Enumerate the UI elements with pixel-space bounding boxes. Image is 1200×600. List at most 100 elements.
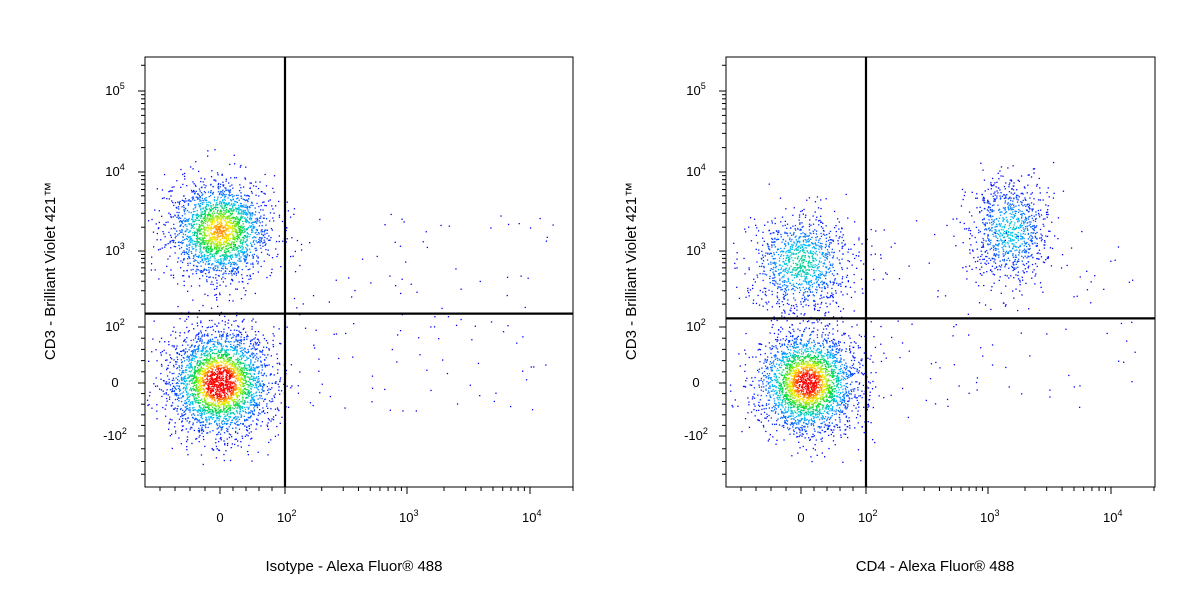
event-dot — [246, 384, 247, 385]
event-dot — [188, 232, 189, 233]
event-dot — [199, 357, 200, 358]
event-dot — [199, 370, 200, 371]
event-dot — [254, 387, 255, 388]
event-dot — [232, 428, 233, 429]
event-dot — [226, 216, 227, 217]
event-dot — [205, 330, 206, 331]
event-dot — [240, 348, 241, 349]
event-dot — [199, 242, 200, 243]
event-dot — [197, 348, 198, 349]
event-dot — [204, 236, 205, 237]
event-dot — [151, 351, 152, 352]
event-dot — [272, 217, 273, 218]
event-dot — [158, 228, 159, 229]
event-dot — [174, 409, 175, 410]
event-dot — [230, 177, 231, 178]
event-dot — [252, 398, 253, 399]
event-dot — [314, 347, 315, 348]
event-dot — [212, 241, 213, 242]
event-dot — [225, 396, 226, 397]
event-dot — [228, 327, 229, 328]
event-dot — [201, 407, 202, 408]
event-dot — [248, 454, 249, 455]
event-dot — [204, 247, 205, 248]
event-dot — [217, 212, 218, 213]
event-dot — [234, 264, 235, 265]
event-dot — [255, 218, 256, 219]
event-dot — [254, 244, 255, 245]
event-dot — [230, 374, 231, 375]
event-dot — [207, 222, 208, 223]
event-dot — [194, 415, 195, 416]
event-dot — [233, 248, 234, 249]
event-dot — [231, 213, 232, 214]
event-dot — [198, 171, 199, 172]
event-dot — [213, 234, 214, 235]
event-dot — [204, 446, 205, 447]
event-dot — [219, 293, 220, 294]
event-dot — [224, 241, 225, 242]
event-dot — [255, 237, 256, 238]
event-dot — [193, 390, 194, 391]
event-dot — [190, 347, 191, 348]
event-dot — [173, 380, 174, 381]
event-dot — [218, 441, 219, 442]
event-dot — [203, 410, 204, 411]
event-dot — [218, 183, 219, 184]
event-dot — [188, 393, 189, 394]
event-dot — [237, 195, 238, 196]
event-dot — [210, 210, 211, 211]
event-dot — [176, 389, 177, 390]
event-dot — [200, 261, 201, 262]
event-dot — [191, 383, 192, 384]
event-dot — [187, 220, 188, 221]
event-dot — [242, 399, 243, 400]
event-dot — [181, 383, 182, 384]
event-dot — [212, 194, 213, 195]
event-dot — [185, 198, 186, 199]
event-dot — [247, 430, 248, 431]
event-dot — [211, 170, 212, 171]
event-dot — [204, 256, 205, 257]
event-dot — [187, 394, 188, 395]
event-dot — [179, 217, 180, 218]
event-dot — [223, 420, 224, 421]
event-dot — [198, 256, 199, 257]
event-dot — [245, 242, 246, 243]
event-dot — [250, 205, 251, 206]
event-dot — [252, 339, 253, 340]
event-dot — [204, 213, 205, 214]
event-dot — [204, 391, 205, 392]
event-dot — [203, 202, 204, 203]
event-dot — [220, 373, 221, 374]
event-dot — [222, 320, 223, 321]
event-dot — [179, 202, 180, 203]
event-dot — [287, 238, 288, 239]
event-dot — [196, 384, 197, 385]
event-dot — [217, 235, 218, 236]
event-dot — [256, 403, 257, 404]
event-dot — [191, 223, 192, 224]
event-dot — [243, 253, 244, 254]
event-dot — [235, 354, 236, 355]
event-dot — [193, 418, 194, 419]
event-dot — [226, 400, 227, 401]
event-dot — [190, 236, 191, 237]
event-dot — [234, 388, 235, 389]
event-dot — [216, 363, 217, 364]
event-dot — [206, 220, 207, 221]
event-dot — [249, 369, 250, 370]
event-dot — [231, 447, 232, 448]
event-dot — [202, 208, 203, 209]
event-dot — [262, 354, 263, 355]
event-dot — [240, 209, 241, 210]
event-dot — [255, 221, 256, 222]
event-dot — [216, 251, 217, 252]
event-dot — [205, 348, 206, 349]
event-dot — [214, 222, 215, 223]
event-dot — [221, 247, 222, 248]
event-dot — [261, 239, 262, 240]
event-dot — [235, 380, 236, 381]
event-dot — [201, 362, 202, 363]
event-dot — [190, 371, 191, 372]
